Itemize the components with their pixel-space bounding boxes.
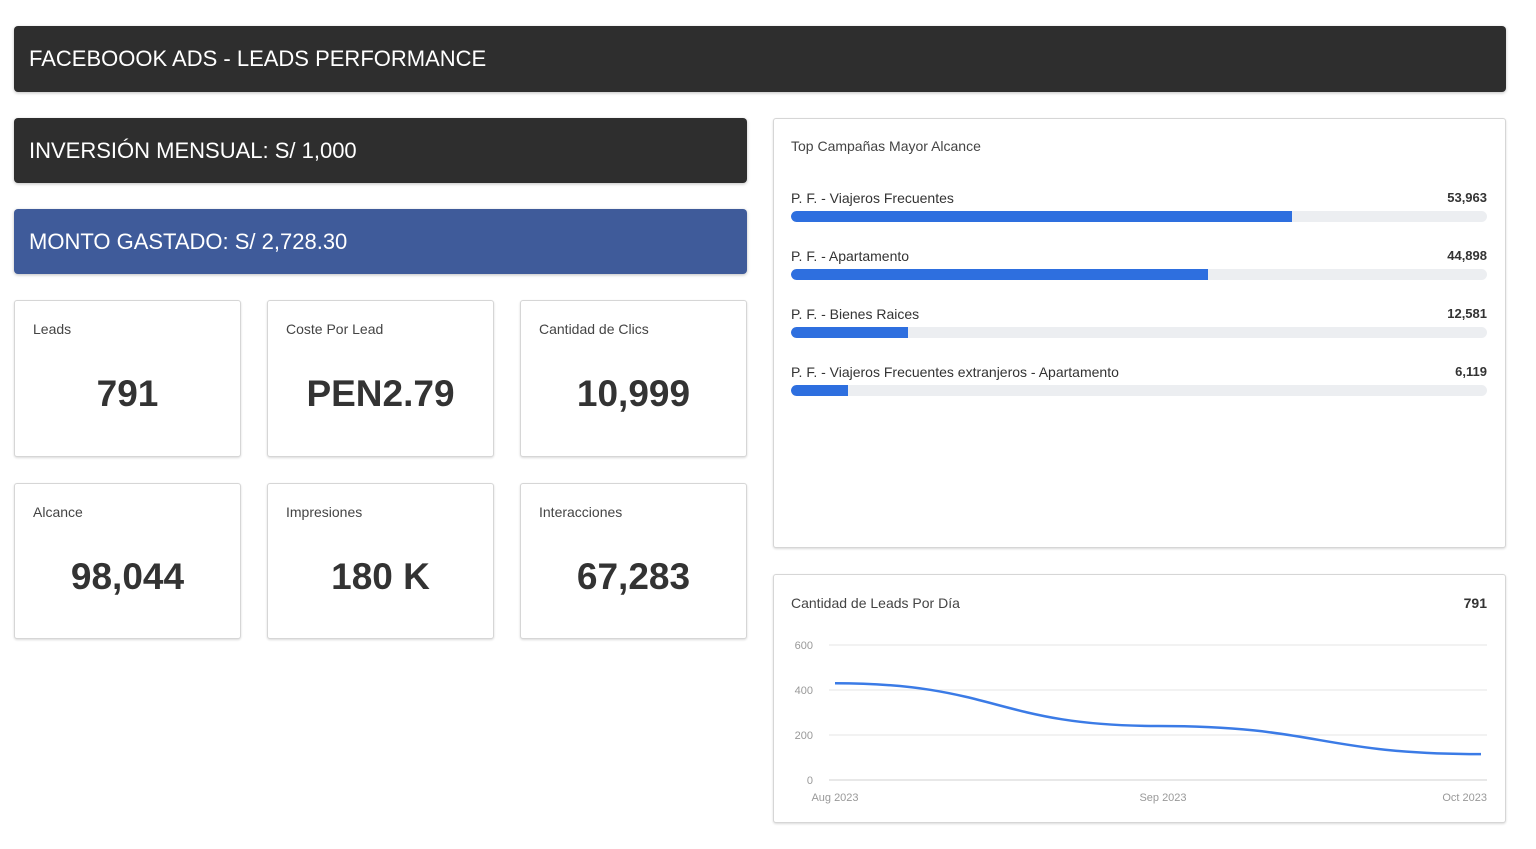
y-tick-label: 400 (795, 685, 813, 697)
campaign-row: P. F. - Viajeros Frecuentes extranjeros … (791, 364, 1487, 404)
campaign-row: P. F. - Viajeros Frecuentes 53,963 (791, 190, 1487, 230)
top-campaigns-panel: Top Campañas Mayor Alcance P. F. - Viaje… (773, 118, 1506, 548)
campaign-name: P. F. - Viajeros Frecuentes extranjeros … (791, 364, 1119, 380)
monthly-investment-banner: INVERSIÓN MENSUAL: S/ 1,000 (14, 118, 747, 183)
kpi-value: 791 (96, 373, 159, 414)
kpi-value: 67,283 (576, 556, 691, 597)
kpi-value: PEN2.79 (306, 373, 455, 414)
campaign-name: P. F. - Viajeros Frecuentes (791, 190, 954, 206)
campaign-value: 53,963 (1447, 190, 1487, 205)
kpi-label: Coste Por Lead (286, 321, 384, 337)
leads-per-day-total: 791 (1463, 595, 1487, 611)
leads-series-line (834, 682, 1482, 756)
leads-line-chart: 0 200 400 600 Aug 2023 Sep 2023 Oct 2023 (795, 640, 1487, 804)
top-campaigns-title: Top Campañas Mayor Alcance (791, 138, 981, 154)
kpi-value: 180 K (331, 556, 430, 597)
campaign-bar-track (791, 211, 1487, 222)
kpi-card-reach: Alcance 98,044 (14, 483, 241, 639)
x-tick-label: Oct 2023 (1442, 792, 1487, 804)
x-tick-label: Aug 2023 (811, 792, 858, 804)
campaign-bar-track (791, 269, 1487, 280)
campaign-bar-track (791, 327, 1487, 338)
y-tick-label: 200 (795, 730, 813, 742)
kpi-value: 98,044 (70, 556, 185, 597)
amount-spent-banner: MONTO GASTADO: S/ 2,728.30 (14, 209, 747, 274)
kpi-card-leads: Leads 791 (14, 300, 241, 457)
campaign-bar-fill (791, 385, 848, 396)
kpi-value: 10,999 (576, 373, 691, 414)
kpi-card-impressions: Impresiones 180 K (267, 483, 494, 639)
y-tick-label: 600 (795, 640, 813, 652)
leads-per-day-panel: Cantidad de Leads Por Día 791 0 200 400 600… (773, 574, 1506, 823)
amount-spent-text: MONTO GASTADO: S/ 2,728.30 (29, 228, 348, 254)
monthly-investment-text: INVERSIÓN MENSUAL: S/ 1,000 (29, 137, 357, 163)
campaign-value: 12,581 (1447, 306, 1487, 321)
kpi-label: Alcance (33, 504, 83, 520)
kpi-label: Leads (33, 321, 72, 337)
campaign-name: P. F. - Bienes Raices (791, 306, 920, 322)
campaign-row: P. F. - Apartamento 44,898 (791, 248, 1487, 288)
kpi-label: Cantidad de Clics (539, 321, 649, 337)
campaign-bar-fill (791, 269, 1208, 280)
campaign-bar-fill (791, 211, 1292, 222)
campaign-value: 44,898 (1447, 248, 1487, 263)
x-tick-label: Sep 2023 (1139, 792, 1186, 804)
campaign-row: P. F. - Bienes Raices 12,581 (791, 306, 1487, 346)
leads-per-day-title: Cantidad de Leads Por Día (791, 595, 960, 611)
kpi-label: Interacciones (539, 504, 623, 520)
kpi-card-interactions: Interacciones 67,283 (520, 483, 747, 639)
header-banner: FACEBOOOK ADS - LEADS PERFORMANCE (14, 26, 1506, 92)
page-title: FACEBOOOK ADS - LEADS PERFORMANCE (29, 46, 487, 71)
y-tick-label: 0 (807, 775, 813, 787)
campaign-name: P. F. - Apartamento (791, 248, 910, 264)
kpi-label: Impresiones (286, 504, 363, 520)
campaign-value: 6,119 (1455, 364, 1487, 379)
campaign-bar-fill (791, 327, 908, 338)
kpi-card-clicks: Cantidad de Clics 10,999 (520, 300, 747, 457)
campaign-bar-track (791, 385, 1487, 396)
kpi-card-cost-per-lead: Coste Por Lead PEN2.79 (267, 300, 494, 457)
